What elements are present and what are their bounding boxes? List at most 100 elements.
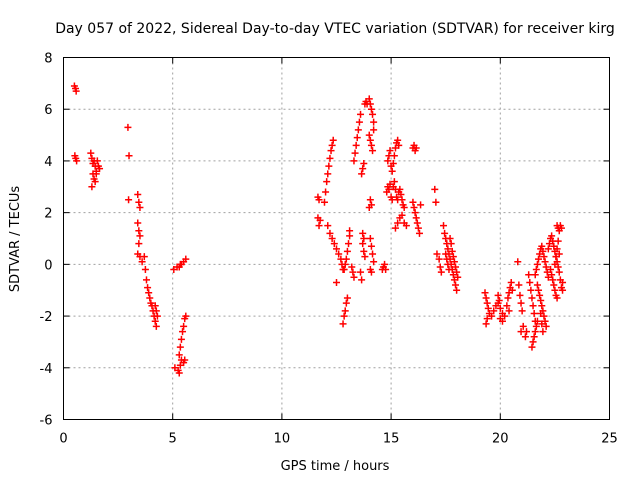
data-point-marker	[417, 201, 425, 209]
data-point-marker	[134, 191, 142, 199]
data-point-marker	[326, 229, 334, 237]
data-point-marker	[339, 320, 347, 328]
y-tick-label: -2	[40, 310, 53, 325]
data-point-marker	[483, 315, 491, 323]
data-point-marker	[553, 245, 561, 253]
data-point-marker	[518, 307, 526, 315]
data-point-marker	[125, 196, 133, 204]
data-point-marker	[366, 100, 374, 108]
data-point-marker	[180, 322, 188, 330]
data-point-marker	[498, 317, 506, 325]
data-point-marker	[526, 278, 534, 286]
data-point-marker	[316, 216, 324, 224]
data-point-marker	[431, 185, 439, 193]
data-point-marker	[381, 260, 389, 268]
data-point-marker	[533, 260, 541, 268]
data-point-marker	[324, 170, 332, 178]
data-point-marker	[360, 160, 368, 168]
data-point-marker	[533, 281, 541, 289]
data-point-marker	[146, 294, 154, 302]
data-point-marker	[367, 105, 375, 113]
data-point-marker	[370, 258, 378, 266]
data-point-marker	[326, 154, 334, 162]
data-point-marker	[390, 152, 398, 160]
data-point-marker	[412, 214, 420, 222]
data-point-marker	[335, 250, 343, 258]
data-point-marker	[413, 219, 421, 227]
data-point-marker	[324, 222, 332, 230]
data-point-marker	[548, 232, 556, 240]
data-point-marker	[443, 255, 451, 263]
data-point-marker	[514, 258, 522, 266]
y-tick-label: 0	[44, 258, 52, 273]
data-point-marker	[135, 227, 143, 235]
data-point-marker	[414, 224, 422, 232]
y-tick-label: 6	[44, 103, 52, 118]
data-point-marker	[330, 240, 338, 248]
data-point-marker	[369, 250, 377, 258]
data-point-marker	[550, 281, 558, 289]
tick-labels: 0 5 10 15 20 25 -6 -4 -2 0 2 4 6 8	[40, 52, 618, 447]
data-point-marker	[504, 294, 512, 302]
data-point-marker	[452, 281, 460, 289]
data-point-marker	[355, 118, 363, 126]
data-point-marker	[433, 250, 441, 258]
data-point-marker	[176, 343, 184, 351]
data-point-marker	[177, 335, 185, 343]
data-point-marker	[551, 260, 559, 268]
data-point-marker	[151, 302, 159, 310]
data-point-marker	[93, 157, 101, 165]
data-point-marker	[542, 263, 550, 271]
data-point-marker	[140, 253, 148, 261]
data-point-marker	[527, 286, 535, 294]
data-point-marker	[557, 224, 565, 232]
data-point-marker	[341, 260, 349, 268]
data-point-marker	[366, 196, 374, 204]
data-point-marker	[444, 260, 452, 268]
y-tick-label: 8	[44, 52, 52, 67]
x-axis-label: GPS time / hours	[281, 459, 390, 474]
data-point-marker	[396, 185, 404, 193]
data-point-marker	[532, 322, 540, 330]
y-tick-label: -6	[40, 414, 53, 429]
data-point-marker	[540, 253, 548, 261]
data-point-marker	[535, 286, 543, 294]
data-point-marker	[530, 309, 538, 317]
y-tick-label: -4	[40, 362, 53, 377]
data-point-marker	[179, 328, 187, 336]
data-point-marker	[415, 229, 423, 237]
data-point-marker	[448, 247, 456, 255]
data-point-marker	[496, 304, 504, 312]
data-point-marker	[529, 338, 537, 346]
y-tick-label: 2	[44, 207, 52, 222]
data-point-marker	[389, 160, 397, 168]
data-point-marker	[320, 198, 328, 206]
data-point-marker	[390, 178, 398, 186]
x-tick-label: 0	[59, 432, 67, 447]
data-point-marker	[340, 266, 348, 274]
data-point-marker	[488, 312, 496, 320]
data-point-marker	[343, 294, 351, 302]
data-point-marker	[367, 201, 375, 209]
data-point-marker	[367, 141, 375, 149]
data-point-marker	[517, 299, 525, 307]
data-point-marker	[176, 260, 184, 268]
data-point-marker	[494, 291, 502, 299]
data-point-marker	[134, 219, 142, 227]
x-tick-label: 25	[601, 432, 618, 447]
data-point-marker	[386, 147, 394, 155]
data-point-marker	[530, 333, 538, 341]
data-point-marker	[366, 136, 374, 144]
data-point-marker	[357, 268, 365, 276]
data-point-marker	[384, 157, 392, 165]
data-point-marker	[495, 297, 503, 305]
data-point-marker	[142, 276, 150, 284]
data-point-marker	[436, 263, 444, 271]
data-point-marker	[73, 157, 81, 165]
data-point-marker	[397, 191, 405, 199]
data-point-marker	[394, 219, 402, 227]
data-point-marker	[346, 227, 354, 235]
data-point-marker	[145, 289, 153, 297]
x-tick-label: 20	[492, 432, 509, 447]
data-point-marker	[402, 222, 410, 230]
